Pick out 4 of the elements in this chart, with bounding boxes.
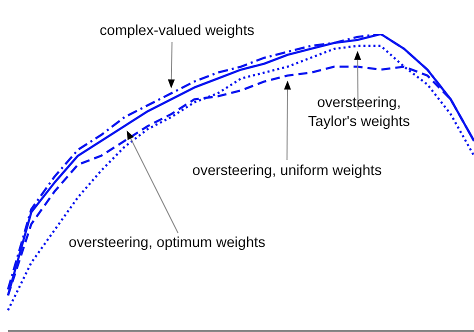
annotation: oversteering, uniform weights (192, 163, 382, 179)
annotation: oversteering, optimum weights (68, 235, 266, 251)
annotation: complex-valued weights (100, 23, 254, 39)
annotation: oversteering, Taylor's weights (308, 95, 410, 130)
